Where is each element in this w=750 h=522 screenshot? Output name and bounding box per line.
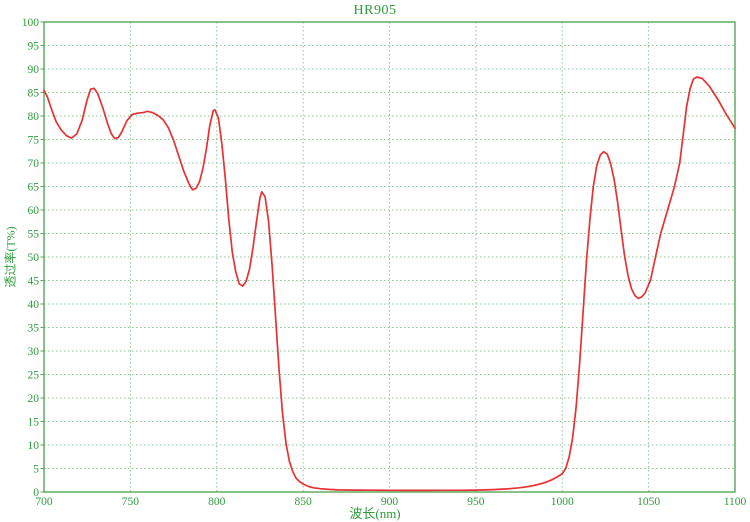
x-tick-label: 700 — [35, 496, 53, 508]
x-tick-label: 1050 — [637, 496, 660, 508]
y-tick-label: 5 — [33, 464, 39, 476]
y-tick-label: 75 — [28, 135, 40, 147]
x-tick-label: 750 — [122, 496, 140, 508]
chart-title: HR905 — [353, 3, 397, 18]
y-tick-label: 65 — [28, 182, 40, 194]
x-tick-label: 1000 — [551, 496, 574, 508]
y-tick-label: 10 — [28, 440, 40, 452]
y-tick-label: 90 — [28, 64, 40, 76]
x-tick-label: 800 — [208, 496, 226, 508]
y-tick-label: 35 — [28, 323, 40, 335]
x-tick-label: 1100 — [724, 496, 747, 508]
y-tick-label: 0 — [33, 487, 39, 499]
y-tick-label: 15 — [28, 417, 40, 429]
y-tick-label: 55 — [28, 229, 40, 241]
y-tick-label: 70 — [28, 158, 40, 170]
y-tick-label: 25 — [28, 370, 40, 382]
y-tick-label: 30 — [28, 346, 40, 358]
y-axis-label: 透过率(T%) — [3, 226, 18, 288]
x-tick-label: 950 — [467, 496, 485, 508]
x-tick-label: 850 — [295, 496, 313, 508]
y-tick-label: 45 — [28, 276, 40, 288]
y-tick-label: 50 — [28, 252, 40, 264]
plot-border — [43, 21, 736, 493]
x-axis-label: 波长(nm) — [349, 506, 401, 521]
y-tick-label: 20 — [28, 393, 40, 405]
y-tick-label: 60 — [28, 205, 40, 217]
transmission-curve — [43, 76, 736, 492]
x-tick-label: 900 — [381, 496, 399, 508]
y-tick-label: 80 — [28, 111, 40, 123]
y-tick-label: 40 — [28, 299, 40, 311]
y-tick-label: 85 — [28, 88, 40, 100]
y-tick-label: 95 — [28, 41, 40, 53]
y-tick-label: 100 — [22, 17, 40, 29]
